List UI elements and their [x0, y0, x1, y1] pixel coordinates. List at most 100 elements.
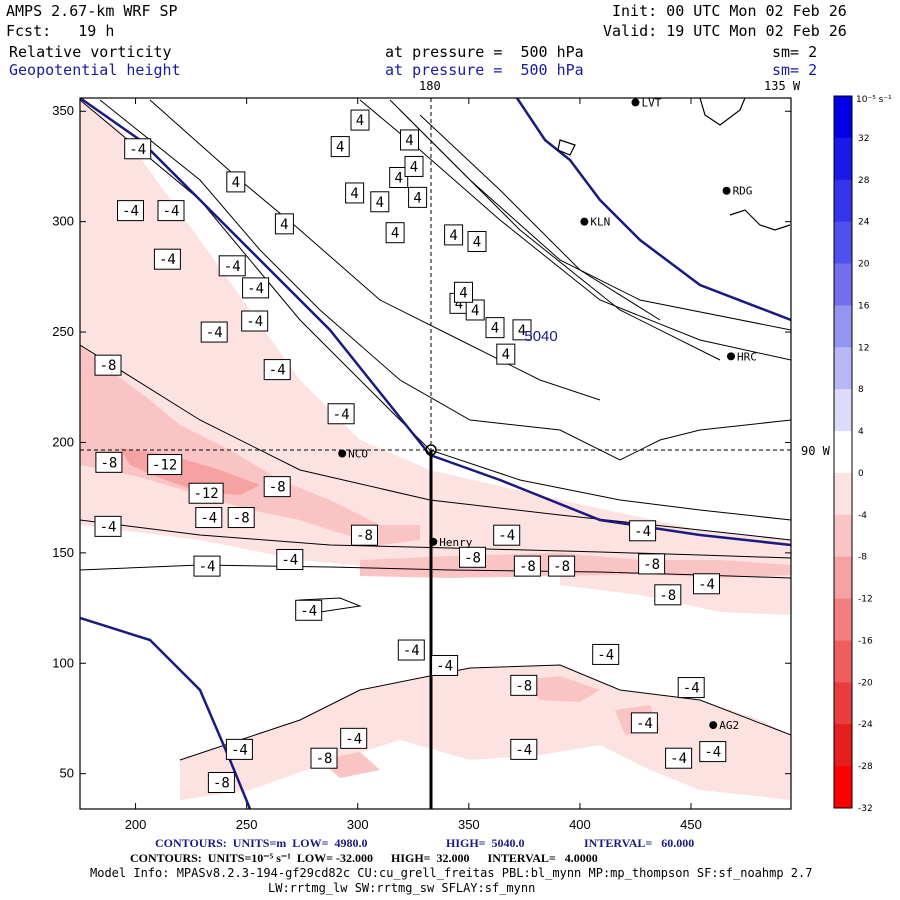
contour-label: -8 — [513, 555, 541, 577]
colorbar-tick-label: -24 — [858, 720, 873, 730]
contour-label-text: -4 — [704, 745, 721, 761]
vort-minus8-zone — [80, 345, 420, 545]
height-contour-4980 — [80, 616, 252, 809]
contour-label-text: -4 — [200, 511, 217, 527]
contour-label: -4 — [200, 321, 228, 343]
contour-label: -4 — [630, 712, 658, 734]
x-tick-label: 200 — [125, 817, 147, 832]
contour-label-text: -8 — [356, 528, 373, 544]
contour-label: -4 — [677, 677, 705, 699]
contour-label-text: -4 — [345, 731, 362, 747]
colorbar-swatch — [834, 682, 852, 725]
contour-label-box — [147, 454, 183, 476]
station-kln: KLN — [580, 216, 610, 229]
contour-label-box — [467, 231, 487, 253]
colorbar-swatch — [834, 221, 852, 265]
contour-label-text: -4 — [247, 281, 264, 297]
x-tick-label: 300 — [347, 817, 369, 832]
contour-label-box — [188, 482, 224, 504]
contour-label-box — [699, 741, 727, 763]
contour-label: -4 — [94, 515, 122, 537]
contour-label-box — [345, 182, 365, 204]
colorbar-tick-label: 32 — [858, 134, 869, 144]
contour-label-text: -4 — [224, 259, 241, 275]
contour-label-box — [459, 546, 486, 568]
contour-label: -8 — [227, 507, 255, 529]
contour-label-text: -8 — [519, 559, 536, 575]
contour-label-box — [400, 129, 419, 151]
station-label: NCO — [348, 448, 368, 461]
contour-label-text: 4 — [232, 175, 240, 191]
colorbar-swatch — [834, 724, 852, 767]
field2-name: Geopotential height — [9, 61, 181, 79]
contour-label-box — [630, 712, 658, 734]
contour-label-box — [340, 727, 368, 749]
contour-label-box — [665, 747, 693, 769]
colorbar-tick-label: 20 — [858, 260, 870, 270]
contour-label-text: -4 — [403, 643, 420, 659]
station-marker — [722, 186, 731, 195]
colorbar-tick-label: -28 — [858, 762, 873, 772]
contour-label: 4 — [485, 317, 505, 339]
contour-label-text: -4 — [636, 716, 653, 732]
contour-label-text: 4 — [518, 323, 526, 339]
contour-label-text: -4 — [597, 647, 614, 663]
contour-label-box — [242, 277, 270, 299]
contour-label: -4 — [340, 727, 368, 749]
contour-label: -4 — [218, 255, 246, 277]
colorbar-swatch — [834, 640, 852, 683]
contour-label-text: -12 — [152, 458, 177, 474]
contour-label-box — [397, 639, 425, 661]
contour-label: -4 — [195, 507, 223, 529]
contour-label-box — [638, 553, 666, 575]
contour-label-text: -4 — [300, 603, 317, 619]
contour-label-box — [263, 476, 291, 498]
station-marker — [709, 721, 718, 730]
coastline-segment — [557, 139, 576, 156]
plot-frame — [79, 97, 792, 810]
station-henry: Henry — [429, 536, 473, 549]
contour-label-text: 4 — [405, 133, 413, 149]
contour-label-text: 4 — [391, 226, 399, 242]
contour-label: 4 — [408, 186, 428, 208]
contour-label-text: -4 — [670, 751, 687, 767]
contour-label-box — [94, 515, 122, 537]
field1-level: at pressure = 500 hPa — [385, 43, 584, 61]
contour-label: -4 — [493, 524, 521, 546]
x-tick-label: 400 — [569, 817, 591, 832]
y-tick-label: 350 — [52, 103, 74, 118]
contour-label-box — [493, 524, 521, 546]
contour-label-box — [408, 186, 428, 208]
contour-label-text: -4 — [231, 742, 248, 758]
contour-label-text: 4 — [455, 296, 463, 312]
contour-label: -4 — [295, 599, 323, 621]
station-label: KLN — [590, 216, 610, 229]
station-marker — [727, 352, 736, 361]
contour-label-box — [370, 191, 390, 213]
footer-contours-height: CONTOURS: UNITS=m LOW= 4980.0 — [155, 836, 368, 850]
contour-label: -4 — [193, 555, 221, 577]
colorbar-tick-label: -8 — [858, 553, 867, 563]
colorbar-tick-label: 8 — [858, 385, 864, 395]
coastline-segment — [729, 209, 791, 231]
colorbar-swatch — [834, 263, 852, 306]
contour-label-text: -8 — [100, 358, 117, 374]
contour-label: -4 — [157, 200, 185, 222]
x-tick-label: 450 — [680, 817, 702, 832]
contour-label-box — [274, 213, 294, 235]
contour-label-box — [218, 255, 246, 277]
contour-label-box — [124, 138, 152, 160]
vorticity-shading — [80, 100, 791, 800]
contour-label-box — [200, 321, 228, 343]
contour-label-box — [485, 317, 505, 339]
colorbar-tick-label: -12 — [858, 595, 873, 605]
y-tick-label: 300 — [52, 214, 74, 229]
contour-label-text: -4 — [515, 742, 532, 758]
colorbar-tick-label: -32 — [858, 804, 873, 814]
vort-contour-line — [179, 689, 361, 761]
contour-label-box — [592, 643, 620, 665]
contour-label-box — [389, 166, 409, 188]
contour-label: -4 — [242, 277, 270, 299]
contour-label-text: 4 — [410, 159, 418, 175]
contour-label-box — [263, 359, 291, 381]
